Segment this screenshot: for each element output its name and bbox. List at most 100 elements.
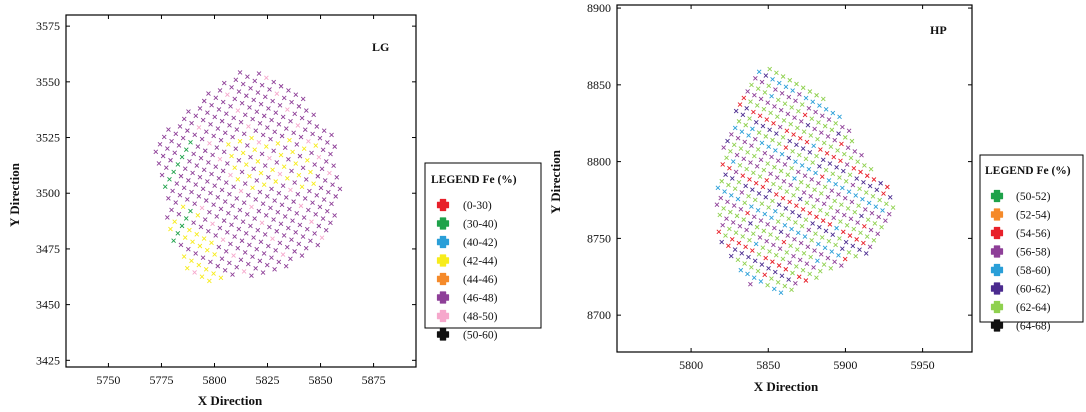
hp-point xyxy=(775,219,781,224)
hp-point xyxy=(770,137,775,143)
hp-point xyxy=(807,210,813,216)
lg-point xyxy=(252,78,258,84)
lg-point xyxy=(278,83,284,89)
hp-y-tick-label: 8750 xyxy=(587,231,611,245)
lg-point xyxy=(181,185,187,191)
lg-point xyxy=(184,265,190,271)
lg-point xyxy=(278,221,284,227)
hp-point xyxy=(833,181,838,187)
hp-point xyxy=(811,265,816,270)
hp-legend-label: (50-52) xyxy=(1016,191,1051,203)
lg-point xyxy=(189,120,194,126)
lg-point xyxy=(259,151,265,157)
lg-point xyxy=(283,126,289,131)
hp-point xyxy=(845,206,851,211)
lg-point xyxy=(322,178,328,183)
lg-point xyxy=(186,178,191,183)
lg-point xyxy=(239,169,245,175)
lg-point xyxy=(294,210,300,216)
hp-point xyxy=(772,269,778,275)
hp-point xyxy=(795,125,800,131)
lg-y-tick-label: 3500 xyxy=(36,186,60,200)
lg-point xyxy=(267,224,272,230)
hp-point xyxy=(764,178,770,183)
hp-point xyxy=(808,133,814,138)
lg-point xyxy=(238,257,244,263)
hp-point xyxy=(851,165,857,171)
hp-point xyxy=(838,158,843,164)
lg-point xyxy=(210,221,215,227)
hp-point xyxy=(735,257,741,263)
lg-point xyxy=(195,144,201,149)
lg-point xyxy=(283,195,289,200)
lg-point xyxy=(255,227,261,233)
lg-point xyxy=(215,126,221,131)
lg-point xyxy=(323,227,329,233)
lg-legend-marker xyxy=(436,254,450,267)
hp-y-tick-label: 8700 xyxy=(587,308,611,322)
hp-point xyxy=(874,187,880,193)
hp-point xyxy=(772,164,777,170)
hp-point xyxy=(797,135,803,141)
hp-x-axis: 5800 5850 5900 5950 xyxy=(679,5,935,372)
hp-point xyxy=(884,201,889,207)
hp-point xyxy=(839,246,845,252)
hp-point xyxy=(745,149,750,155)
hp-point xyxy=(816,241,821,247)
hp-point xyxy=(719,239,725,245)
lg-point xyxy=(258,101,264,107)
lg-x-tick-label: 5875 xyxy=(362,373,386,387)
hp-point xyxy=(748,160,753,165)
hp-point xyxy=(857,247,862,252)
hp-y-tick-label: 8800 xyxy=(587,155,611,169)
lg-point xyxy=(217,88,223,93)
hp-point xyxy=(820,218,826,223)
lg-point xyxy=(233,146,239,151)
lg-point xyxy=(221,218,227,223)
lg-point xyxy=(180,204,186,210)
lg-legend-marker xyxy=(436,217,450,230)
lg-point xyxy=(283,263,289,269)
lg-point xyxy=(282,145,288,150)
hp-point xyxy=(850,182,856,188)
hp-point xyxy=(821,262,827,267)
hp-point xyxy=(834,225,839,231)
hp-point xyxy=(822,245,828,251)
lg-point xyxy=(337,186,343,192)
hp-point xyxy=(830,110,836,116)
hp-point xyxy=(853,193,859,198)
hp-point xyxy=(734,213,740,219)
lg-legend-label: (0-30) xyxy=(463,200,492,212)
hp-point xyxy=(761,228,767,234)
hp-point xyxy=(739,250,745,256)
hp-point xyxy=(775,97,781,103)
lg-point xyxy=(215,263,221,269)
lg-point xyxy=(325,140,330,145)
lg-point xyxy=(270,167,275,173)
lg-point xyxy=(171,238,176,244)
hp-point xyxy=(786,277,791,282)
lg-point xyxy=(321,197,327,202)
hp-point xyxy=(805,122,811,128)
lg-point xyxy=(169,207,174,213)
lg-point xyxy=(223,248,229,254)
hp-point xyxy=(785,172,791,178)
hp-point xyxy=(879,224,884,230)
hp-point xyxy=(833,121,839,126)
lg-legend-label: (48-50) xyxy=(463,311,498,323)
hp-point xyxy=(818,191,824,196)
lg-point xyxy=(333,194,339,199)
hp-point xyxy=(839,202,844,208)
hp-point xyxy=(873,204,879,209)
lg-point xyxy=(297,222,303,228)
lg-point xyxy=(199,136,205,142)
hp-point xyxy=(780,256,786,262)
hp-point xyxy=(753,241,759,247)
hp-point xyxy=(771,181,776,187)
hp-y-axis-label: Y Direction xyxy=(548,149,563,214)
hp-legend-title: LEGEND Fe (%) xyxy=(985,165,1071,177)
lg-point xyxy=(301,146,307,152)
hp-point xyxy=(801,190,807,195)
hp-point xyxy=(766,83,772,89)
hp-point xyxy=(844,162,850,167)
